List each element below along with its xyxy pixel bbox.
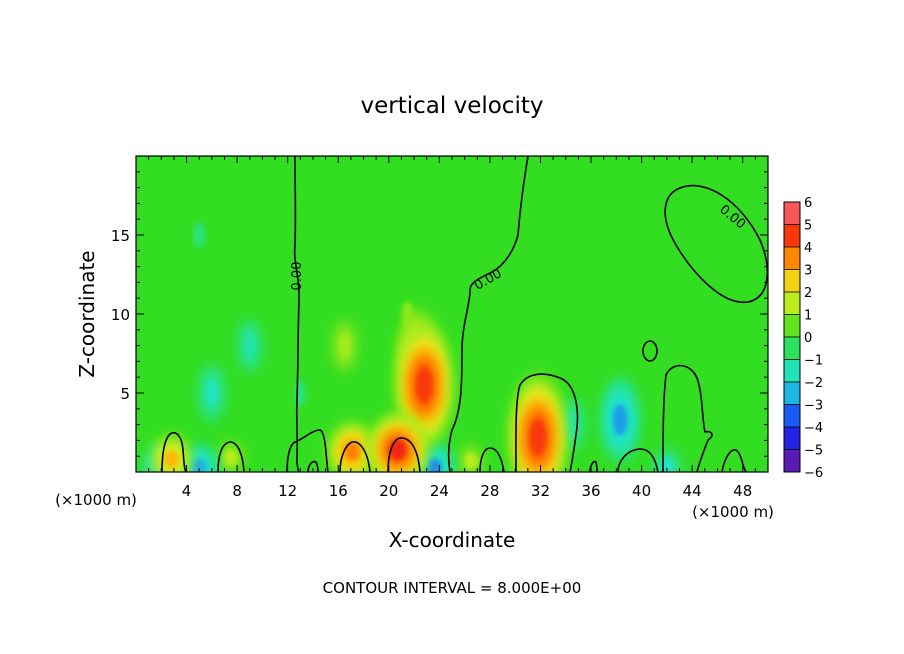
- zero-contours: [161, 156, 768, 472]
- field-level: [612, 404, 628, 436]
- colorbar-label: −5: [804, 444, 823, 459]
- x-units-left: (×1000 m): [55, 491, 137, 509]
- x-tick-label: 20: [379, 482, 398, 500]
- colorbar-segment: [784, 224, 800, 248]
- field-level: [344, 442, 360, 461]
- x-axis: 4 8 12 16 20 24 28 32 36 40 44 48: [148, 156, 756, 500]
- y-axis: 5 10 15: [111, 171, 768, 457]
- colorbar-label: −1: [804, 354, 823, 369]
- field-level: [193, 222, 206, 248]
- contour-line: [515, 373, 579, 472]
- x-tick-label: 16: [329, 482, 348, 500]
- contour-line: [161, 432, 187, 472]
- colorbar-segment: [784, 382, 800, 405]
- colorbar-segment: [784, 337, 800, 360]
- x-tick-label: 40: [632, 482, 651, 500]
- x-tick-label: 4: [182, 482, 192, 500]
- colorbar-label: 1: [804, 309, 812, 324]
- colorbar-label: 5: [804, 219, 812, 234]
- field-level: [243, 332, 256, 359]
- colorbar-label: 6: [804, 196, 812, 211]
- colorbar-label: 2: [804, 286, 812, 301]
- contour-line: [642, 340, 658, 362]
- x-axis-label: X-coordinate: [389, 528, 516, 552]
- plot-area: 0.00 0.00 0.00 4 8 12 16 20 24 28 32 36 40 44 48 51…: [111, 155, 769, 500]
- field-level: [529, 419, 547, 456]
- colorbar-label: −4: [804, 421, 823, 436]
- contour-line: [387, 437, 421, 472]
- colorbar-segment: [784, 292, 800, 315]
- field-level: [224, 450, 238, 466]
- colorbar-segment: [784, 404, 800, 428]
- plot-background: [136, 156, 768, 472]
- colorbar-segment: [784, 359, 800, 383]
- y-tick-label: 15: [111, 227, 130, 245]
- contour-line: [217, 441, 245, 472]
- field-level: [415, 367, 433, 404]
- field-level: [426, 458, 442, 472]
- colorbar-label: −2: [804, 376, 823, 391]
- x-tick-label: 24: [430, 482, 449, 500]
- contour-line: [617, 448, 659, 472]
- y-tick-label: 10: [111, 306, 130, 324]
- colorbar-segment: [784, 247, 800, 270]
- chart-title: vertical velocity: [361, 93, 544, 119]
- field-level: [192, 458, 207, 472]
- x-tick-label: 28: [480, 482, 499, 500]
- contour-label: 0.00: [290, 262, 305, 291]
- field-level: [163, 450, 179, 469]
- contour-line: [662, 364, 713, 472]
- contour-line: [293, 156, 300, 472]
- colorbar-label: 4: [804, 241, 812, 256]
- field-level: [338, 332, 351, 359]
- colorbar-segment: [784, 427, 800, 450]
- contour-line: [447, 156, 529, 472]
- colorbar-label: −6: [804, 466, 823, 481]
- x-tick-label: 12: [278, 482, 297, 500]
- contour-line: [286, 429, 329, 472]
- colorbar-label: 0: [804, 331, 812, 346]
- x-tick-label: 44: [683, 482, 702, 500]
- contour-line: [721, 449, 747, 472]
- colorbar: 6 5 4 3 2 1 0 −1 −2 −3 −4 −5 −6: [783, 196, 823, 481]
- x-tick-label: 8: [232, 482, 242, 500]
- colorbar-segment: [784, 314, 800, 338]
- colorbar-label: −3: [804, 399, 823, 414]
- colorbar-label: 3: [804, 264, 812, 279]
- x-tick-label: 48: [733, 482, 752, 500]
- x-units-right: (×1000 m): [692, 503, 774, 521]
- field-level: [464, 453, 478, 469]
- field-level: [565, 411, 579, 438]
- colorbar-segment: [784, 202, 800, 225]
- contour-line: [307, 460, 319, 472]
- y-tick-label: 5: [120, 385, 130, 403]
- colorbar-segment: [784, 449, 800, 473]
- contour-interval-note: CONTOUR INTERVAL = 8.000E+00: [323, 579, 582, 597]
- contour-line: [479, 447, 505, 472]
- x-tick-label: 32: [531, 482, 550, 500]
- contour-line: [339, 441, 371, 472]
- contour-line: [664, 184, 768, 303]
- y-axis-label: Z-coordinate: [75, 250, 99, 377]
- colorbar-segment: [784, 269, 800, 293]
- x-tick-label: 36: [581, 482, 600, 500]
- field-level: [205, 379, 219, 407]
